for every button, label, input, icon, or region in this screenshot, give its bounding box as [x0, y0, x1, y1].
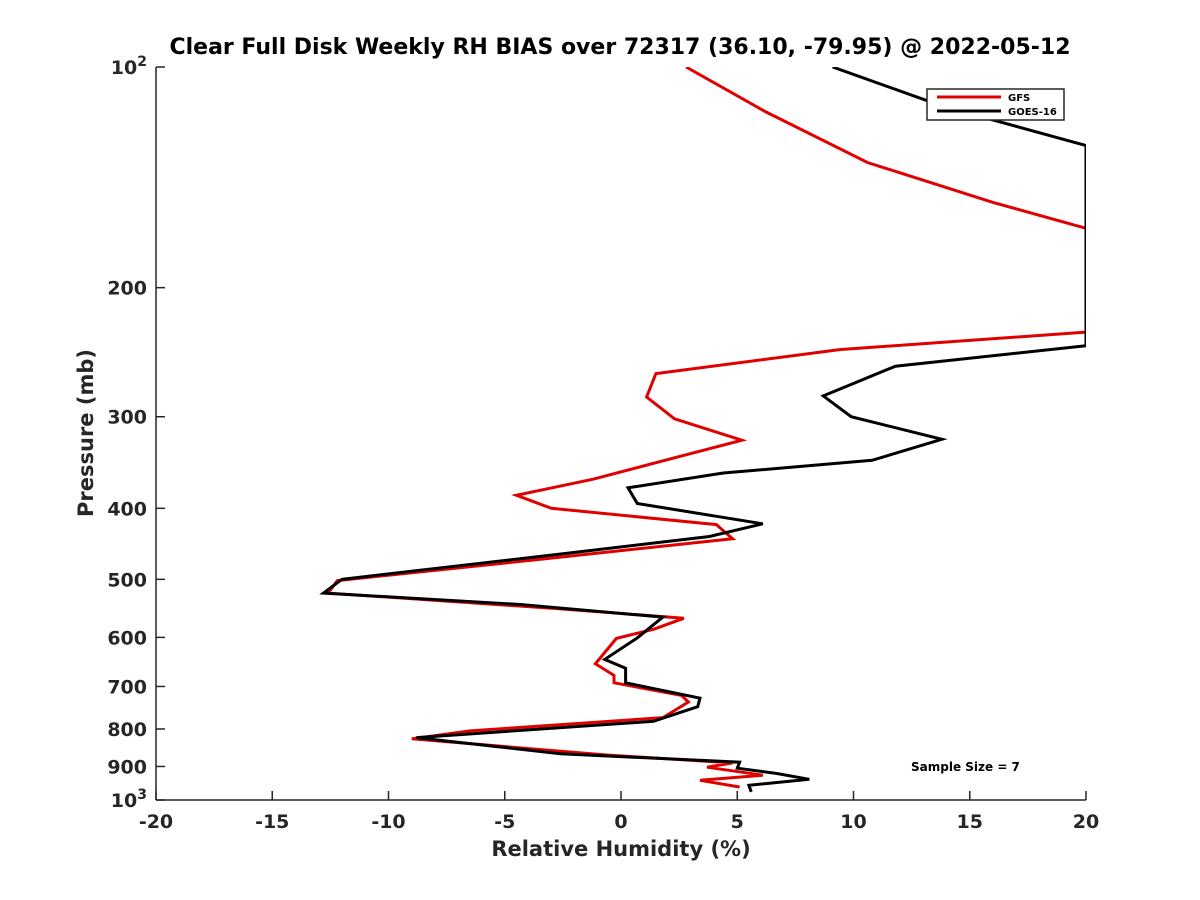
series-line-goes16: [319, 67, 1086, 793]
x-tick-label: 10: [840, 811, 866, 833]
series-layer: [319, 67, 1086, 793]
sample-size-annotation: Sample Size = 7: [911, 760, 1020, 774]
x-tick-label: -15: [255, 811, 289, 833]
x-tick-label: -10: [371, 811, 405, 833]
series-line-gfs: [325, 67, 1086, 789]
chart-title: Clear Full Disk Weekly RH BIAS over 7231…: [169, 35, 1070, 60]
y-tick-label: 800: [107, 719, 147, 741]
x-ticks: -20 -15 -10 -5 0 5 10 15 20: [139, 791, 1099, 833]
x-tick-label: 20: [1073, 811, 1099, 833]
legend-box: [926, 88, 1065, 121]
y-tick-label: 300: [107, 407, 147, 429]
y-tick-label: 102: [111, 54, 147, 79]
x-tick-label: 15: [957, 811, 983, 833]
legend-label-goes16: GOES-16: [1008, 107, 1057, 118]
x-tick-label: 0: [614, 811, 627, 833]
y-tick-label: 500: [107, 569, 147, 591]
y-tick-label: 700: [107, 676, 147, 698]
y-tick-label: 900: [107, 756, 147, 778]
x-tick-label: -5: [494, 811, 515, 833]
legend-label-gfs: GFS: [1008, 93, 1030, 104]
y-tick-label: 103: [111, 787, 147, 812]
x-tick-label: 5: [731, 811, 744, 833]
y-tick-label: 400: [107, 498, 147, 520]
x-tick-label: -20: [139, 811, 173, 833]
y-tick-label: 600: [107, 627, 147, 649]
y-tick-label: 200: [107, 278, 147, 300]
legend: GFS GOES-16: [926, 88, 1065, 121]
x-axis-label: Relative Humidity (%): [491, 837, 750, 861]
y-ticks: 102 200 300 400 500 600 700 800 900 103: [107, 54, 165, 812]
y-axis-label: Pressure (mb): [74, 349, 98, 517]
axis-layer: [155, 67, 1086, 801]
